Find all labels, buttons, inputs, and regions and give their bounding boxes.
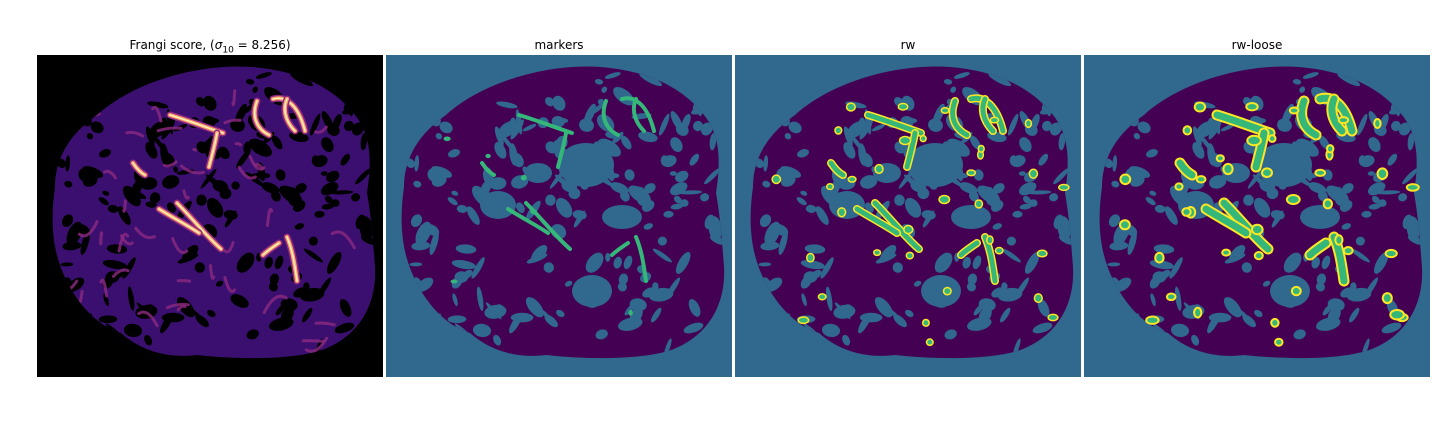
markers-image	[386, 55, 732, 377]
frangi-title-sub: 10	[222, 45, 234, 56]
rw-loose-image-svg	[1084, 55, 1430, 377]
rw-loose-title: rw-loose	[1231, 38, 1283, 52]
rw-loose-image	[1084, 55, 1430, 377]
frangi-title-sigma: σ	[214, 38, 223, 52]
rw-image	[735, 55, 1081, 377]
markers-image-svg	[386, 55, 732, 377]
frangi-image-svg	[37, 55, 383, 377]
rw-image-svg	[735, 55, 1081, 377]
frangi-title: Frangi score, (σ10 = 8.256)	[37, 37, 383, 56]
frangi-title-eq: = 8.256)	[233, 38, 291, 52]
frangi-image	[37, 55, 383, 377]
markers-title: markers	[534, 38, 584, 52]
rw-title: rw	[900, 38, 916, 52]
frangi-title-main: Frangi score, (	[129, 38, 215, 52]
